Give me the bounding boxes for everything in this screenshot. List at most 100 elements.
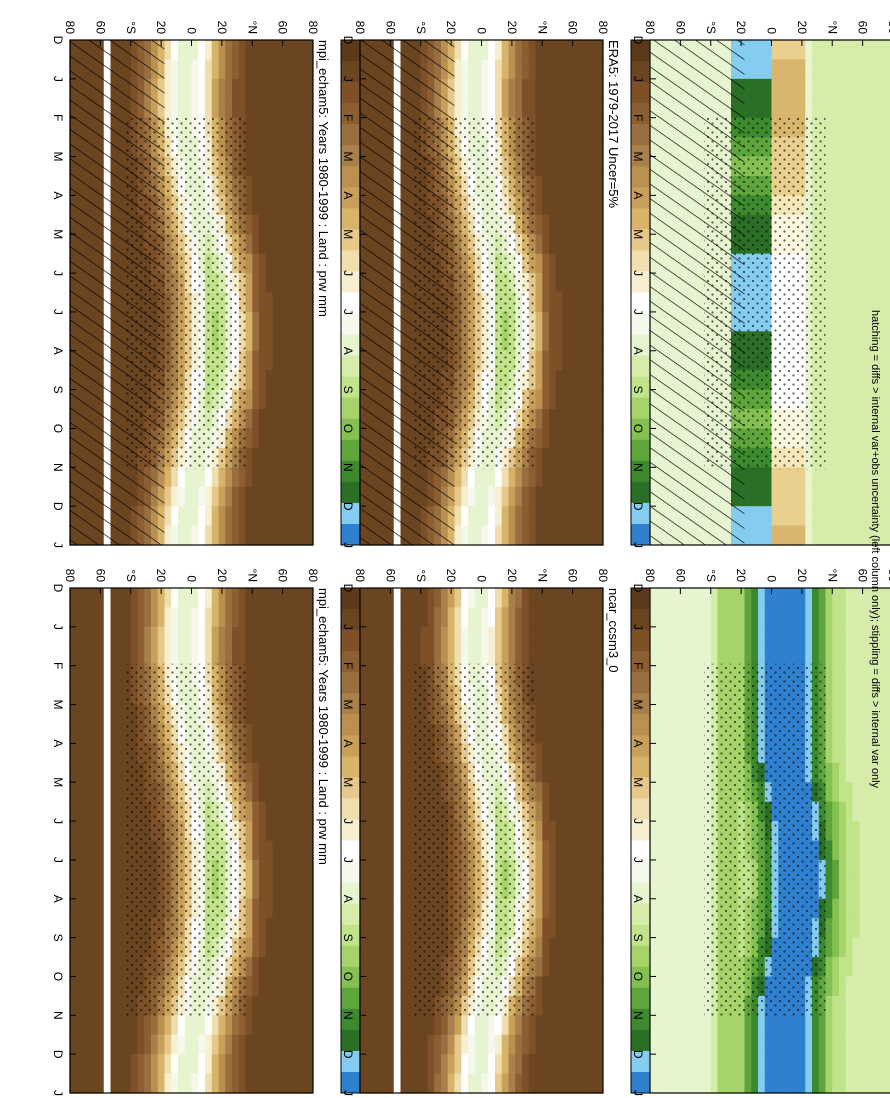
heatmap-cell — [595, 1054, 603, 1075]
heatmap-cell — [588, 331, 597, 352]
heatmap-cell — [271, 175, 280, 196]
x-tick-label: A — [51, 895, 65, 903]
heatmap-cell — [190, 78, 199, 99]
heatmap-cell — [555, 937, 563, 958]
heatmap-cell — [440, 1073, 448, 1094]
heatmap-cell — [595, 137, 603, 158]
heatmap-cell — [507, 646, 516, 667]
heatmap-cell — [82, 646, 91, 667]
heatmap-cell — [534, 234, 543, 255]
heatmap-cell — [575, 506, 583, 527]
heatmap-cell — [76, 782, 84, 803]
heatmap-cell — [474, 78, 482, 99]
heatmap-cell — [838, 156, 846, 177]
heatmap-cell — [82, 937, 91, 958]
heatmap-cell — [561, 117, 570, 138]
heatmap-cell — [76, 1034, 84, 1055]
x-tick-label: A — [341, 739, 355, 747]
heatmap-cell — [555, 782, 563, 803]
colorbar-swatch — [631, 418, 651, 441]
heatmap-cell — [89, 743, 97, 764]
heatmap-cell — [285, 995, 293, 1016]
heatmap-cell — [804, 78, 812, 99]
heatmap-cell — [190, 1054, 199, 1075]
heatmap-cell — [851, 311, 860, 332]
heatmap-cell — [460, 78, 468, 99]
heatmap-cell — [251, 801, 259, 822]
heatmap-cell — [278, 98, 286, 119]
heatmap-cell — [298, 762, 307, 783]
heatmap-cell — [393, 859, 401, 880]
heatmap-cell — [251, 117, 259, 138]
heatmap-cell — [359, 685, 367, 706]
heatmap-cell — [824, 486, 833, 507]
colorbar-swatch — [341, 777, 361, 799]
heatmap-cell — [467, 525, 475, 546]
heatmap-cell — [399, 1054, 408, 1075]
heatmap-cell — [555, 506, 563, 527]
heatmap-cell — [204, 40, 212, 61]
heatmap-cell — [784, 59, 792, 80]
heatmap-cell — [494, 646, 502, 667]
heatmap-cell — [271, 957, 280, 978]
heatmap-cell — [575, 409, 583, 430]
heatmap-cell — [845, 98, 853, 119]
heatmap-cell — [386, 626, 394, 647]
heatmap-cell — [541, 234, 549, 255]
heatmap-cell — [872, 78, 880, 99]
heatmap-cell — [878, 273, 887, 294]
heatmap-cell — [797, 506, 806, 527]
y-tick-label: °N — [245, 569, 259, 582]
heatmap-cell — [885, 117, 890, 138]
heatmap-cell — [298, 1034, 307, 1055]
heatmap-cell — [878, 175, 887, 196]
heatmap-cell — [217, 506, 226, 527]
heatmap-cell — [298, 137, 307, 158]
heatmap-cell — [76, 626, 84, 647]
heatmap-cell — [595, 389, 603, 410]
heatmap-cell — [858, 137, 866, 158]
heatmap-cell — [224, 646, 232, 667]
heatmap-cell — [872, 234, 880, 255]
heatmap-cell — [103, 782, 111, 803]
heatmap-cell — [393, 918, 401, 939]
heatmap-cell — [244, 646, 253, 667]
heatmap-cell — [298, 389, 307, 410]
heatmap-cell — [116, 782, 124, 803]
heatmap-cell — [548, 195, 556, 216]
heatmap-cell — [406, 879, 414, 900]
heatmap-cell — [831, 117, 839, 138]
heatmap-cell — [163, 1034, 172, 1055]
heatmap-cell — [258, 723, 266, 744]
heatmap-cell — [453, 59, 462, 80]
heatmap-cell — [271, 117, 280, 138]
heatmap-cell — [851, 234, 860, 255]
heatmap-cell — [258, 1073, 266, 1094]
heatmap-cell — [804, 98, 812, 119]
heatmap-cell — [82, 859, 91, 880]
heatmap-cell — [265, 467, 273, 488]
heatmap-cell — [103, 995, 111, 1016]
heatmap-cell — [150, 1073, 158, 1094]
heatmap-cell — [548, 467, 556, 488]
heatmap-cell — [372, 1054, 381, 1075]
colorbar-swatch — [341, 523, 361, 546]
heatmap-cell — [359, 859, 367, 880]
heatmap-cell — [494, 467, 502, 488]
heatmap-cell — [770, 59, 779, 80]
heatmap-cell — [831, 78, 839, 99]
heatmap-cell — [278, 957, 286, 978]
heatmap-cell — [399, 743, 408, 764]
heatmap-cell — [292, 898, 300, 919]
heatmap-cell — [521, 1034, 529, 1055]
heatmap-cell — [534, 898, 543, 919]
heatmap-cell — [447, 588, 455, 609]
heatmap-cell — [750, 486, 758, 507]
heatmap-cell — [548, 78, 556, 99]
y-tick-label: 20 — [215, 569, 229, 583]
heatmap-cell — [69, 588, 77, 609]
heatmap-cell — [575, 743, 583, 764]
heatmap-cell — [534, 685, 543, 706]
colorbar-swatch — [341, 756, 361, 778]
heatmap-cell — [784, 78, 792, 99]
